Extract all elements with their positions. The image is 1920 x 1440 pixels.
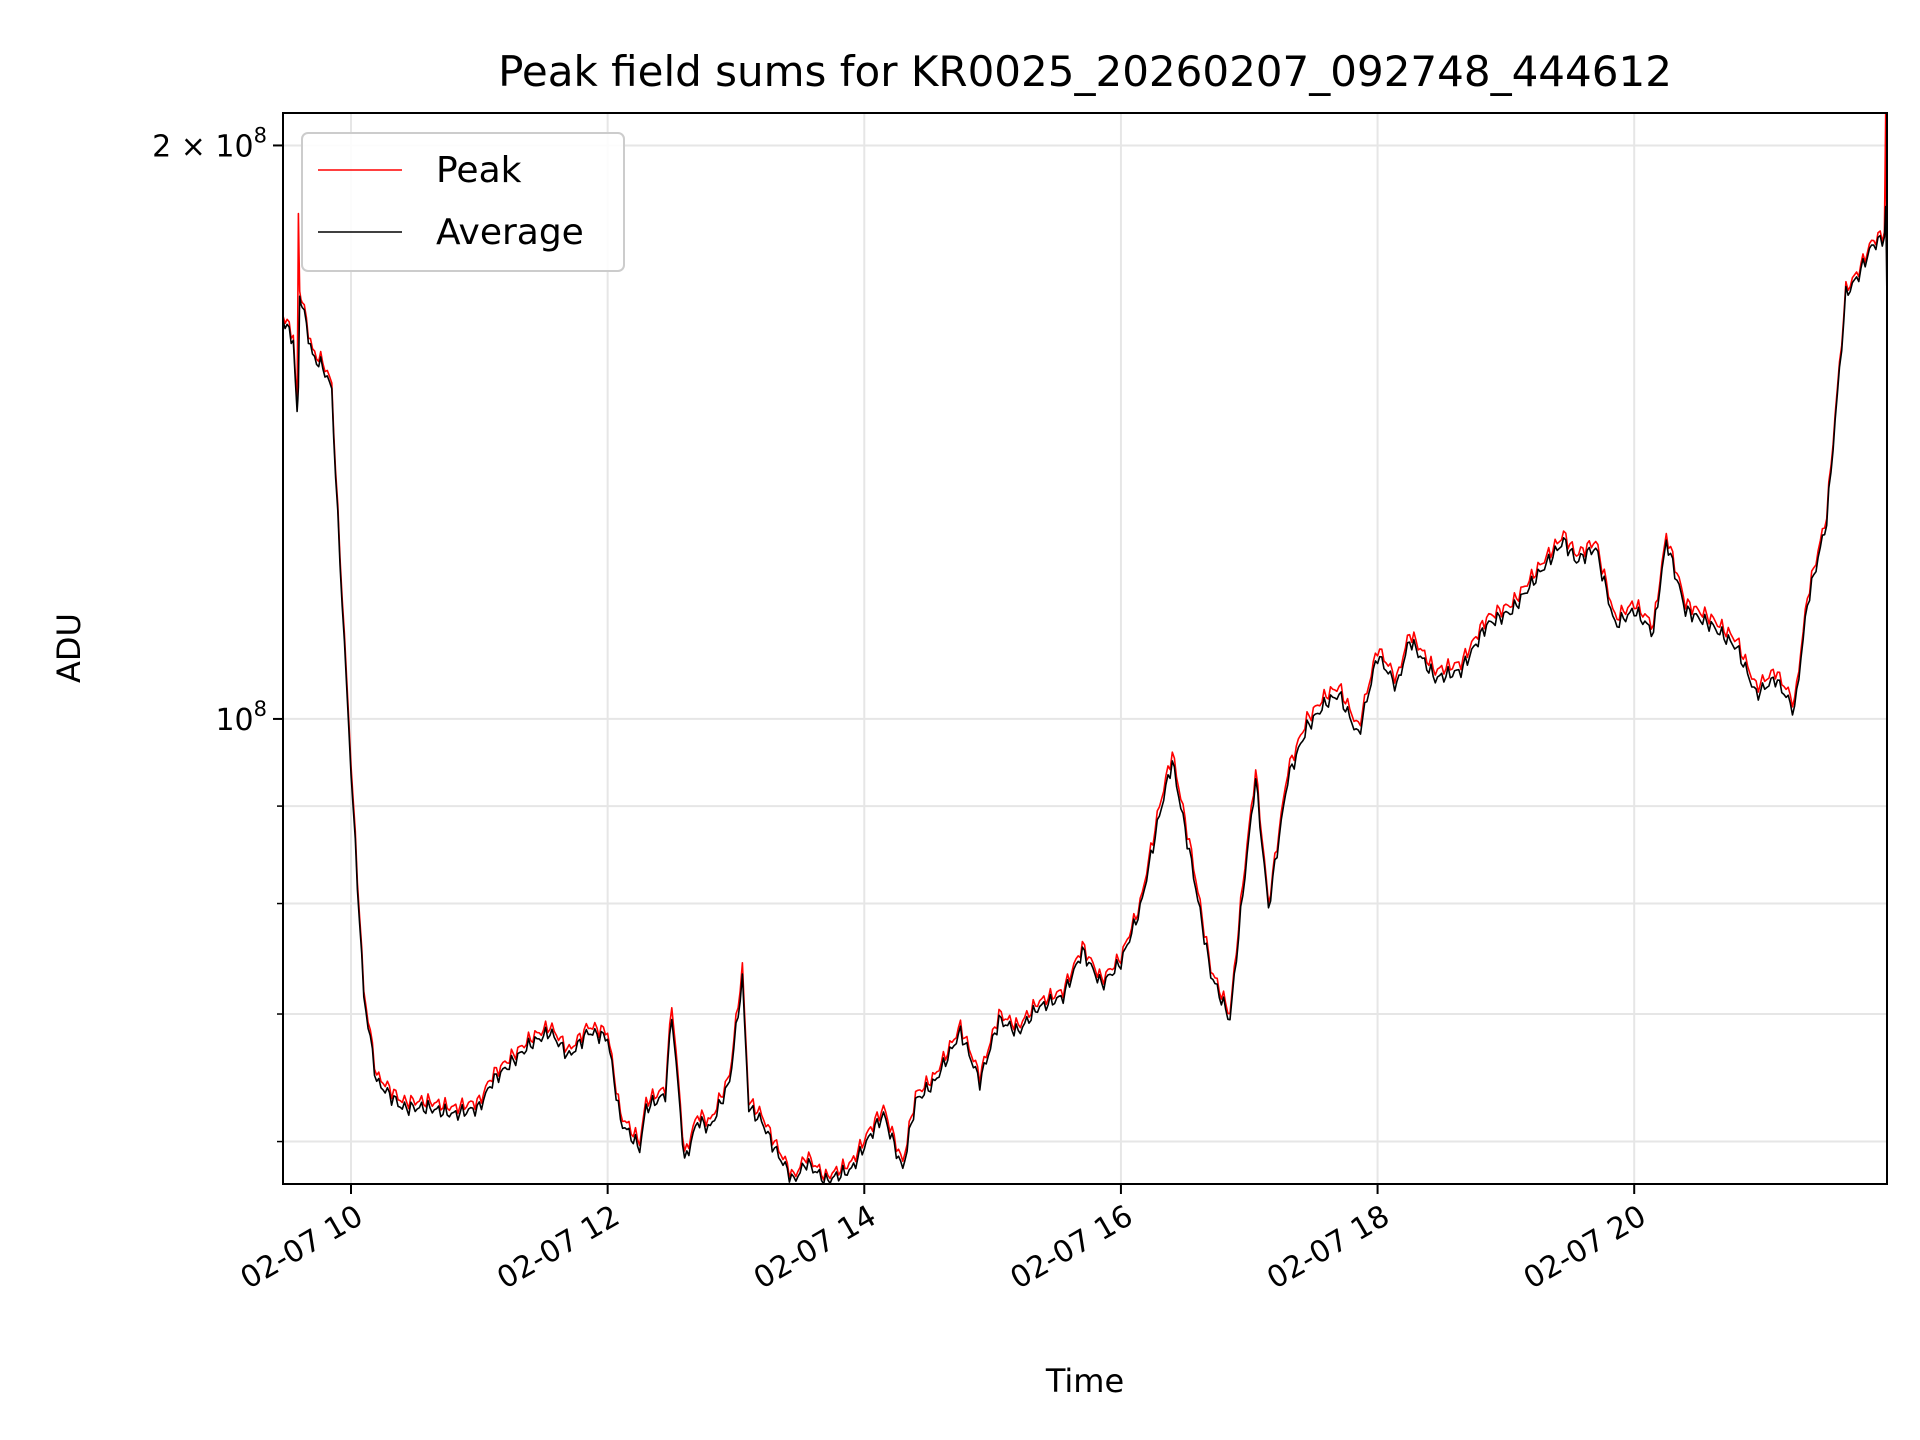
legend-label-average: Average <box>436 212 584 253</box>
y-tick-label-1: 2 × 108 <box>152 123 267 164</box>
plot-frame <box>282 112 1888 1185</box>
legend-label-peak: Peak <box>436 150 522 191</box>
chart-title: Peak field sums for KR0025_20260207_0927… <box>498 47 1672 96</box>
legend-box <box>301 132 625 272</box>
series-line-average <box>282 205 1888 1185</box>
y-axis-label: ADU <box>50 613 88 683</box>
legend: Peak Average <box>301 132 625 272</box>
y-tick-label-0: 108 <box>215 697 267 738</box>
x-axis-label: Time <box>1045 1362 1124 1400</box>
y-axis-ticks: 108 2 × 108 <box>152 123 283 1143</box>
series-line-peak <box>282 112 1888 1181</box>
series-layer <box>282 112 1888 1185</box>
